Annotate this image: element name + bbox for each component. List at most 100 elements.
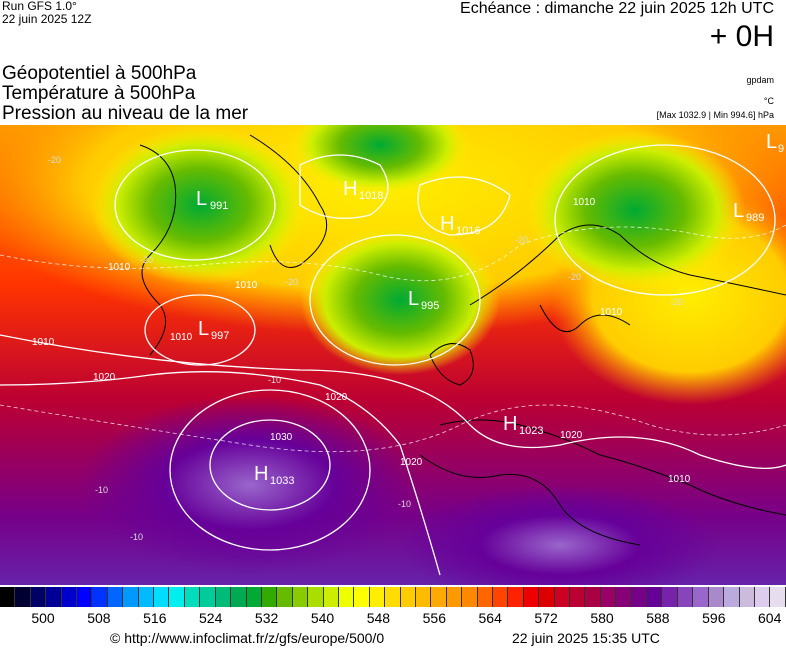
colorbar-swatch [323,587,339,607]
colorbar-swatch [677,587,694,607]
svg-text:H: H [343,178,357,200]
colorbar-tick-label: 564 [478,610,502,626]
colorbar-swatch [708,587,725,607]
colorbar-swatch [46,587,62,607]
colorbar-labels: 500 508 516 524 532 540 548 556 564 572 580 588 596 6… [0,610,786,628]
isobar-label: 1010 [668,474,691,485]
colorbar-swatch [277,587,293,607]
svg-text:L: L [198,318,209,340]
colorbar-swatch [154,587,170,607]
isotherm-label: -20 [670,297,683,307]
isobar-label: 1010 [32,337,55,348]
forecast-offset-label: + 0H [709,20,774,53]
colorbar-tick-label: 556 [422,610,446,626]
colorbar-swatch [261,587,278,607]
colorbar-tick-label: 500 [31,610,55,626]
colorbar-swatch [338,587,355,607]
colorbar-tick-label: 508 [87,610,111,626]
pressure-center-high: H 1033 [254,463,294,487]
run-model-label: Run GFS 1.0° [2,0,77,13]
generated-time: 22 juin 2025 15:35 UTC [512,630,660,646]
colorbar-swatch [292,587,309,607]
colorbar-swatch [200,587,216,607]
colorbar-swatch [61,587,78,607]
colorbar-swatch [354,587,370,607]
colorbar-swatch [415,587,432,607]
colorbar-tick-label: 572 [534,610,558,626]
isobar-label: 1020 [400,457,423,468]
colorbar-swatch [554,587,571,607]
pressure-center-high: H 1023 [503,413,543,437]
pressure-center-low: L 989 [733,200,764,224]
valid-time-label: Echéance : dimanche 22 juin 2025 12h UTC [460,0,774,17]
colorbar-swatch [570,587,586,607]
colorbar-swatch [231,587,247,607]
unit-gpdam: gpdam [746,75,774,85]
colorbar-swatch [631,587,648,607]
colorbar-swatch [585,587,601,607]
isobar-label: 1030 [270,432,293,443]
isobar-label: 1010 [573,197,596,208]
colorbar-swatch [385,587,401,607]
isotherm-label: -20 [48,155,61,165]
colorbar-swatch [446,587,463,607]
svg-text:L: L [196,188,207,210]
svg-text:1016: 1016 [456,225,480,237]
run-date-label: 22 juin 2025 12Z [2,12,92,26]
colorbar-swatch [508,587,524,607]
svg-text:L: L [733,200,744,222]
colorbar-swatch [0,587,16,607]
colorbar-swatch [30,587,47,607]
svg-text:1018: 1018 [359,190,383,202]
colorbar-tick-label: 532 [254,610,279,626]
colorbar-swatch [431,587,447,607]
svg-text:L: L [766,131,777,153]
colorbar-swatch [169,587,185,607]
title-pressure: Pression au niveau de la mer [2,103,249,124]
colorbar-swatch [539,587,555,607]
isobar-label: 1010 [235,280,258,291]
colorbar-swatch [770,587,786,607]
colorbar-swatch [600,587,617,607]
colorbar-swatch [400,587,416,607]
svg-text:L: L [408,288,419,310]
isotherm-label: -10 [95,485,108,495]
colorbar-swatch [477,587,493,607]
isobar-label: 1010 [108,262,131,273]
colorbar-swatch [693,587,709,607]
svg-text:H: H [440,213,454,235]
unit-celsius: °C [763,96,774,106]
svg-text:997: 997 [211,330,229,342]
svg-text:H: H [503,413,517,435]
isobar-label: 1010 [170,332,193,343]
colorbar-swatch [662,587,678,607]
colorbar-swatch [77,587,93,607]
colorbar-tick-label: 516 [143,610,167,626]
colorbar-swatch [107,587,124,607]
isobar-label: 1020 [93,372,116,383]
colorbar-tick-label: 548 [366,610,391,626]
colorbar-swatch [138,587,155,607]
colorbar [0,587,786,607]
colorbar-swatch [184,587,201,607]
svg-text:1023: 1023 [519,425,543,437]
colorbar-tick-label: 524 [199,610,223,626]
colorbar-swatch [493,587,509,607]
colorbar-swatch [462,587,478,607]
colorbar-swatch [308,587,324,607]
pressure-center-low: L 9 [766,131,784,155]
svg-text:1033: 1033 [270,475,294,487]
svg-text:991: 991 [210,200,228,212]
weather-map-svg: L 991 H 1018 H 1016 L 995 L 997 L 989 [0,125,786,585]
isotherm-label: -10 [268,375,281,385]
title-temperature: Température à 500hPa [2,83,196,104]
isotherm-label: -20 [568,272,581,282]
colorbar-swatch [123,587,139,607]
isotherm-label: -10 [130,532,143,542]
isotherm-label: -20 [285,277,298,287]
title-geopotential: Géopotentiel à 500hPa [2,63,197,84]
colorbar-tick-label: 596 [702,610,726,626]
svg-text:9: 9 [778,143,784,155]
colorbar-swatch [15,587,31,607]
pressure-center-high: H 1016 [440,213,480,237]
